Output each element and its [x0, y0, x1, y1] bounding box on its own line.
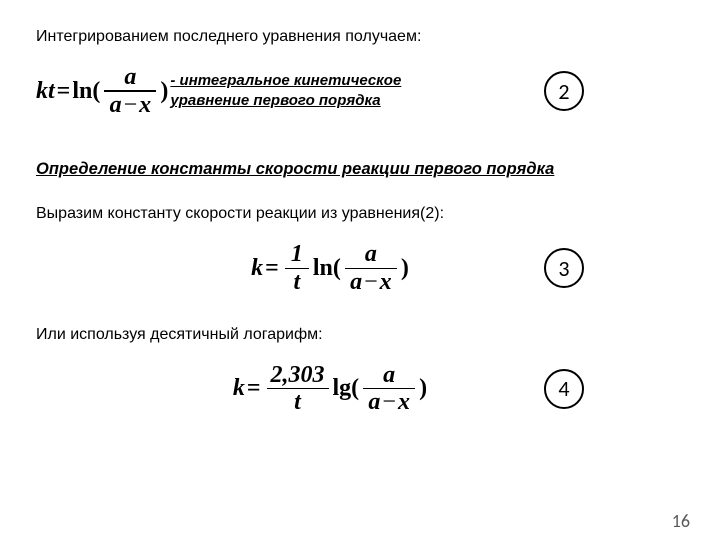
equation-number-2: 2: [544, 71, 584, 111]
eq4-frac2: a a−x: [363, 362, 415, 416]
equation-4: k = 2,303 t lg ( a a−x ): [233, 362, 427, 416]
equation-4-block: k = 2,303 t lg ( a a−x ) 4: [36, 362, 684, 416]
eq2-frac: a a−x: [104, 64, 156, 118]
eq3-lp: (: [333, 255, 341, 282]
eq3-frac1: 1 t: [285, 241, 309, 295]
eq3-k: k: [251, 255, 263, 282]
eq4-num: a: [379, 362, 399, 388]
eq2-minus: −: [122, 92, 140, 118]
section-heading: Определение константы скорости реакции п…: [36, 160, 684, 179]
eq4-eq: =: [245, 375, 263, 402]
eq2-rp: ): [160, 78, 168, 105]
eq4-minus: −: [380, 389, 398, 415]
eq4-const: 2,303: [267, 362, 329, 388]
equation-3: k = 1 t ln ( a a−x ): [251, 241, 409, 295]
eq4-den-a: a: [368, 389, 380, 415]
equation-2-block: k t = ln ( a a−x ) - интегральное кинети…: [36, 64, 684, 118]
eq4-k: k: [233, 375, 245, 402]
eq2-t: t: [48, 78, 55, 105]
eq3-eq: =: [263, 255, 281, 282]
equation-number-4: 4: [544, 369, 584, 409]
equation-2-description: - интегральное кинетическое уравнение пе…: [170, 71, 401, 112]
eq2-ln: ln: [72, 78, 92, 105]
eq4-den: a−x: [364, 389, 414, 415]
equation-number-3: 3: [544, 248, 584, 288]
eq3-rp: ): [401, 255, 409, 282]
eq3-num: a: [361, 241, 381, 267]
eq2-eq: =: [55, 78, 73, 105]
eq4-lg: lg: [333, 375, 352, 402]
eq2-den: a−x: [106, 92, 156, 118]
equation-2: k t = ln ( a a−x ): [36, 64, 168, 118]
eq2-den-a: a: [110, 92, 122, 118]
eq3-den-a: a: [350, 269, 362, 295]
eq3-frac2: a a−x: [345, 241, 397, 295]
equation-3-block: k = 1 t ln ( a a−x ) 3: [36, 241, 684, 295]
eq4-t: t: [290, 389, 305, 415]
eq3-minus: −: [362, 269, 380, 295]
eq2-descr-l2: уравнение первого порядка: [170, 91, 401, 111]
eq3-den-x: x: [380, 269, 392, 295]
text-express-constant: Выразим константу скорости реакции из ур…: [36, 205, 684, 223]
eq4-lp: (: [351, 375, 359, 402]
eq2-k: k: [36, 78, 48, 105]
eq2-den-x: x: [139, 92, 151, 118]
eq3-t: t: [289, 269, 304, 295]
eq2-lp: (: [92, 78, 100, 105]
eq4-den-x: x: [398, 389, 410, 415]
eq4-frac1: 2,303 t: [267, 362, 329, 416]
eq3-den: a−x: [346, 269, 396, 295]
eq2-descr-l1: - интегральное кинетическое: [170, 71, 401, 91]
eq4-rp: ): [419, 375, 427, 402]
intro-text: Интегрированием последнего уравнения пол…: [36, 28, 684, 46]
eq3-ln: ln: [313, 255, 333, 282]
eq3-one: 1: [287, 241, 307, 267]
page-number: 16: [672, 510, 690, 532]
text-or-log: Или используя десятичный логарифм:: [36, 326, 684, 344]
eq2-num: a: [120, 64, 140, 90]
